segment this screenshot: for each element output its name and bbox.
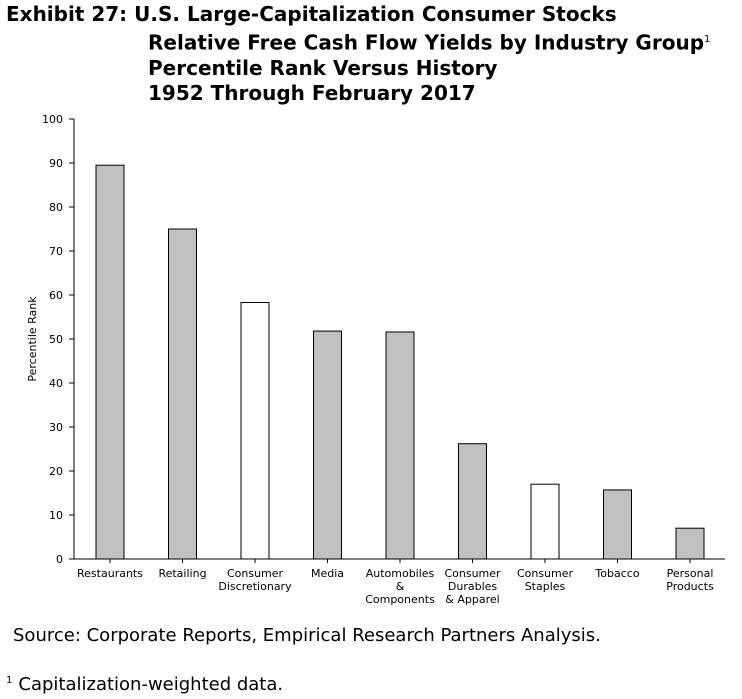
- x-tick-label-line: Personal: [667, 567, 714, 580]
- x-tick-label: Consumer Staples: [517, 567, 574, 593]
- bar: [385, 331, 415, 560]
- bar: [168, 228, 197, 560]
- bar: [458, 443, 487, 560]
- x-tick-label-line: Retailing: [158, 567, 206, 580]
- chart-title: Exhibit 27: U.S. Large-Capitalization Co…: [6, 2, 710, 106]
- y-tick-label: 50: [49, 333, 63, 346]
- y-tick-label: 60: [49, 289, 63, 302]
- x-tick-label: Tobacco: [594, 567, 639, 580]
- x-tick-label: Personal Products: [666, 567, 714, 593]
- title-line-1: Exhibit 27: U.S. Large-Capitalization Co…: [6, 2, 617, 26]
- bar: [675, 527, 705, 560]
- title-footnote-marker: 1: [704, 34, 711, 45]
- footnote-text: Capitalization-weighted data.: [18, 674, 284, 695]
- x-tick-label-line: Restaurants: [77, 567, 143, 580]
- y-axis-label: Percentile Rank: [26, 296, 39, 382]
- source-note: Source: Corporate Reports, Empirical Res…: [13, 625, 601, 646]
- x-tick-label-line: &: [396, 580, 405, 593]
- x-tick-label: Automobiles & Components: [365, 567, 435, 606]
- x-tick-label-line: Consumer: [517, 567, 574, 580]
- x-tick-label: Media: [311, 567, 344, 580]
- x-tick-label: Consumer Discretionary: [218, 567, 292, 593]
- x-tick-label-line: & Apparel: [445, 593, 499, 606]
- bar: [530, 483, 560, 560]
- x-tick-label-line: Consumer: [227, 567, 284, 580]
- y-tick-label: 90: [49, 157, 63, 170]
- title-line-3: Percentile Rank Versus History: [148, 55, 498, 80]
- y-tick-label: 0: [56, 553, 63, 566]
- title-line-4: 1952 Through February 2017: [148, 80, 476, 105]
- title-line-2-text: Relative Free Cash Flow Yields by Indust…: [148, 30, 705, 55]
- x-tick-label-line: Products: [666, 580, 714, 593]
- y-tick-label: 30: [49, 421, 63, 434]
- x-tick-label: Retailing: [158, 567, 206, 580]
- x-tick-label-line: Media: [311, 567, 344, 580]
- x-tick-label-line: Durables: [448, 580, 498, 593]
- x-tick-label-line: Staples: [525, 580, 566, 593]
- x-tick-label: Consumer Durables & Apparel: [444, 567, 501, 606]
- title-line-2: Relative Free Cash Flow Yields by Indust…: [6, 27, 710, 56]
- y-tick-label: 100: [42, 113, 63, 126]
- bar: [240, 301, 270, 560]
- y-tick-label: 70: [49, 245, 63, 258]
- bar: [313, 330, 342, 560]
- x-tick-label-line: Discretionary: [218, 580, 292, 593]
- x-tick-label-line: Components: [365, 593, 435, 606]
- x-tick-label-line: Automobiles: [366, 567, 435, 580]
- bar: [603, 489, 632, 560]
- y-tick-label: 20: [49, 465, 63, 478]
- footnote-marker: 1: [6, 675, 13, 686]
- y-tick-label: 10: [49, 509, 63, 522]
- footnote: 1 Capitalization-weighted data.: [6, 674, 283, 695]
- y-tick-label: 40: [49, 377, 63, 390]
- x-tick-label-line: Tobacco: [594, 567, 639, 580]
- y-tick-label: 80: [49, 201, 63, 214]
- x-tick-label: Restaurants: [77, 567, 143, 580]
- x-tick-label-line: Consumer: [444, 567, 501, 580]
- bar-chart: 0 10 20 30 40 50 60 70 80 90 100 Percentile Rank Res…: [26, 113, 725, 606]
- bar: [95, 164, 125, 560]
